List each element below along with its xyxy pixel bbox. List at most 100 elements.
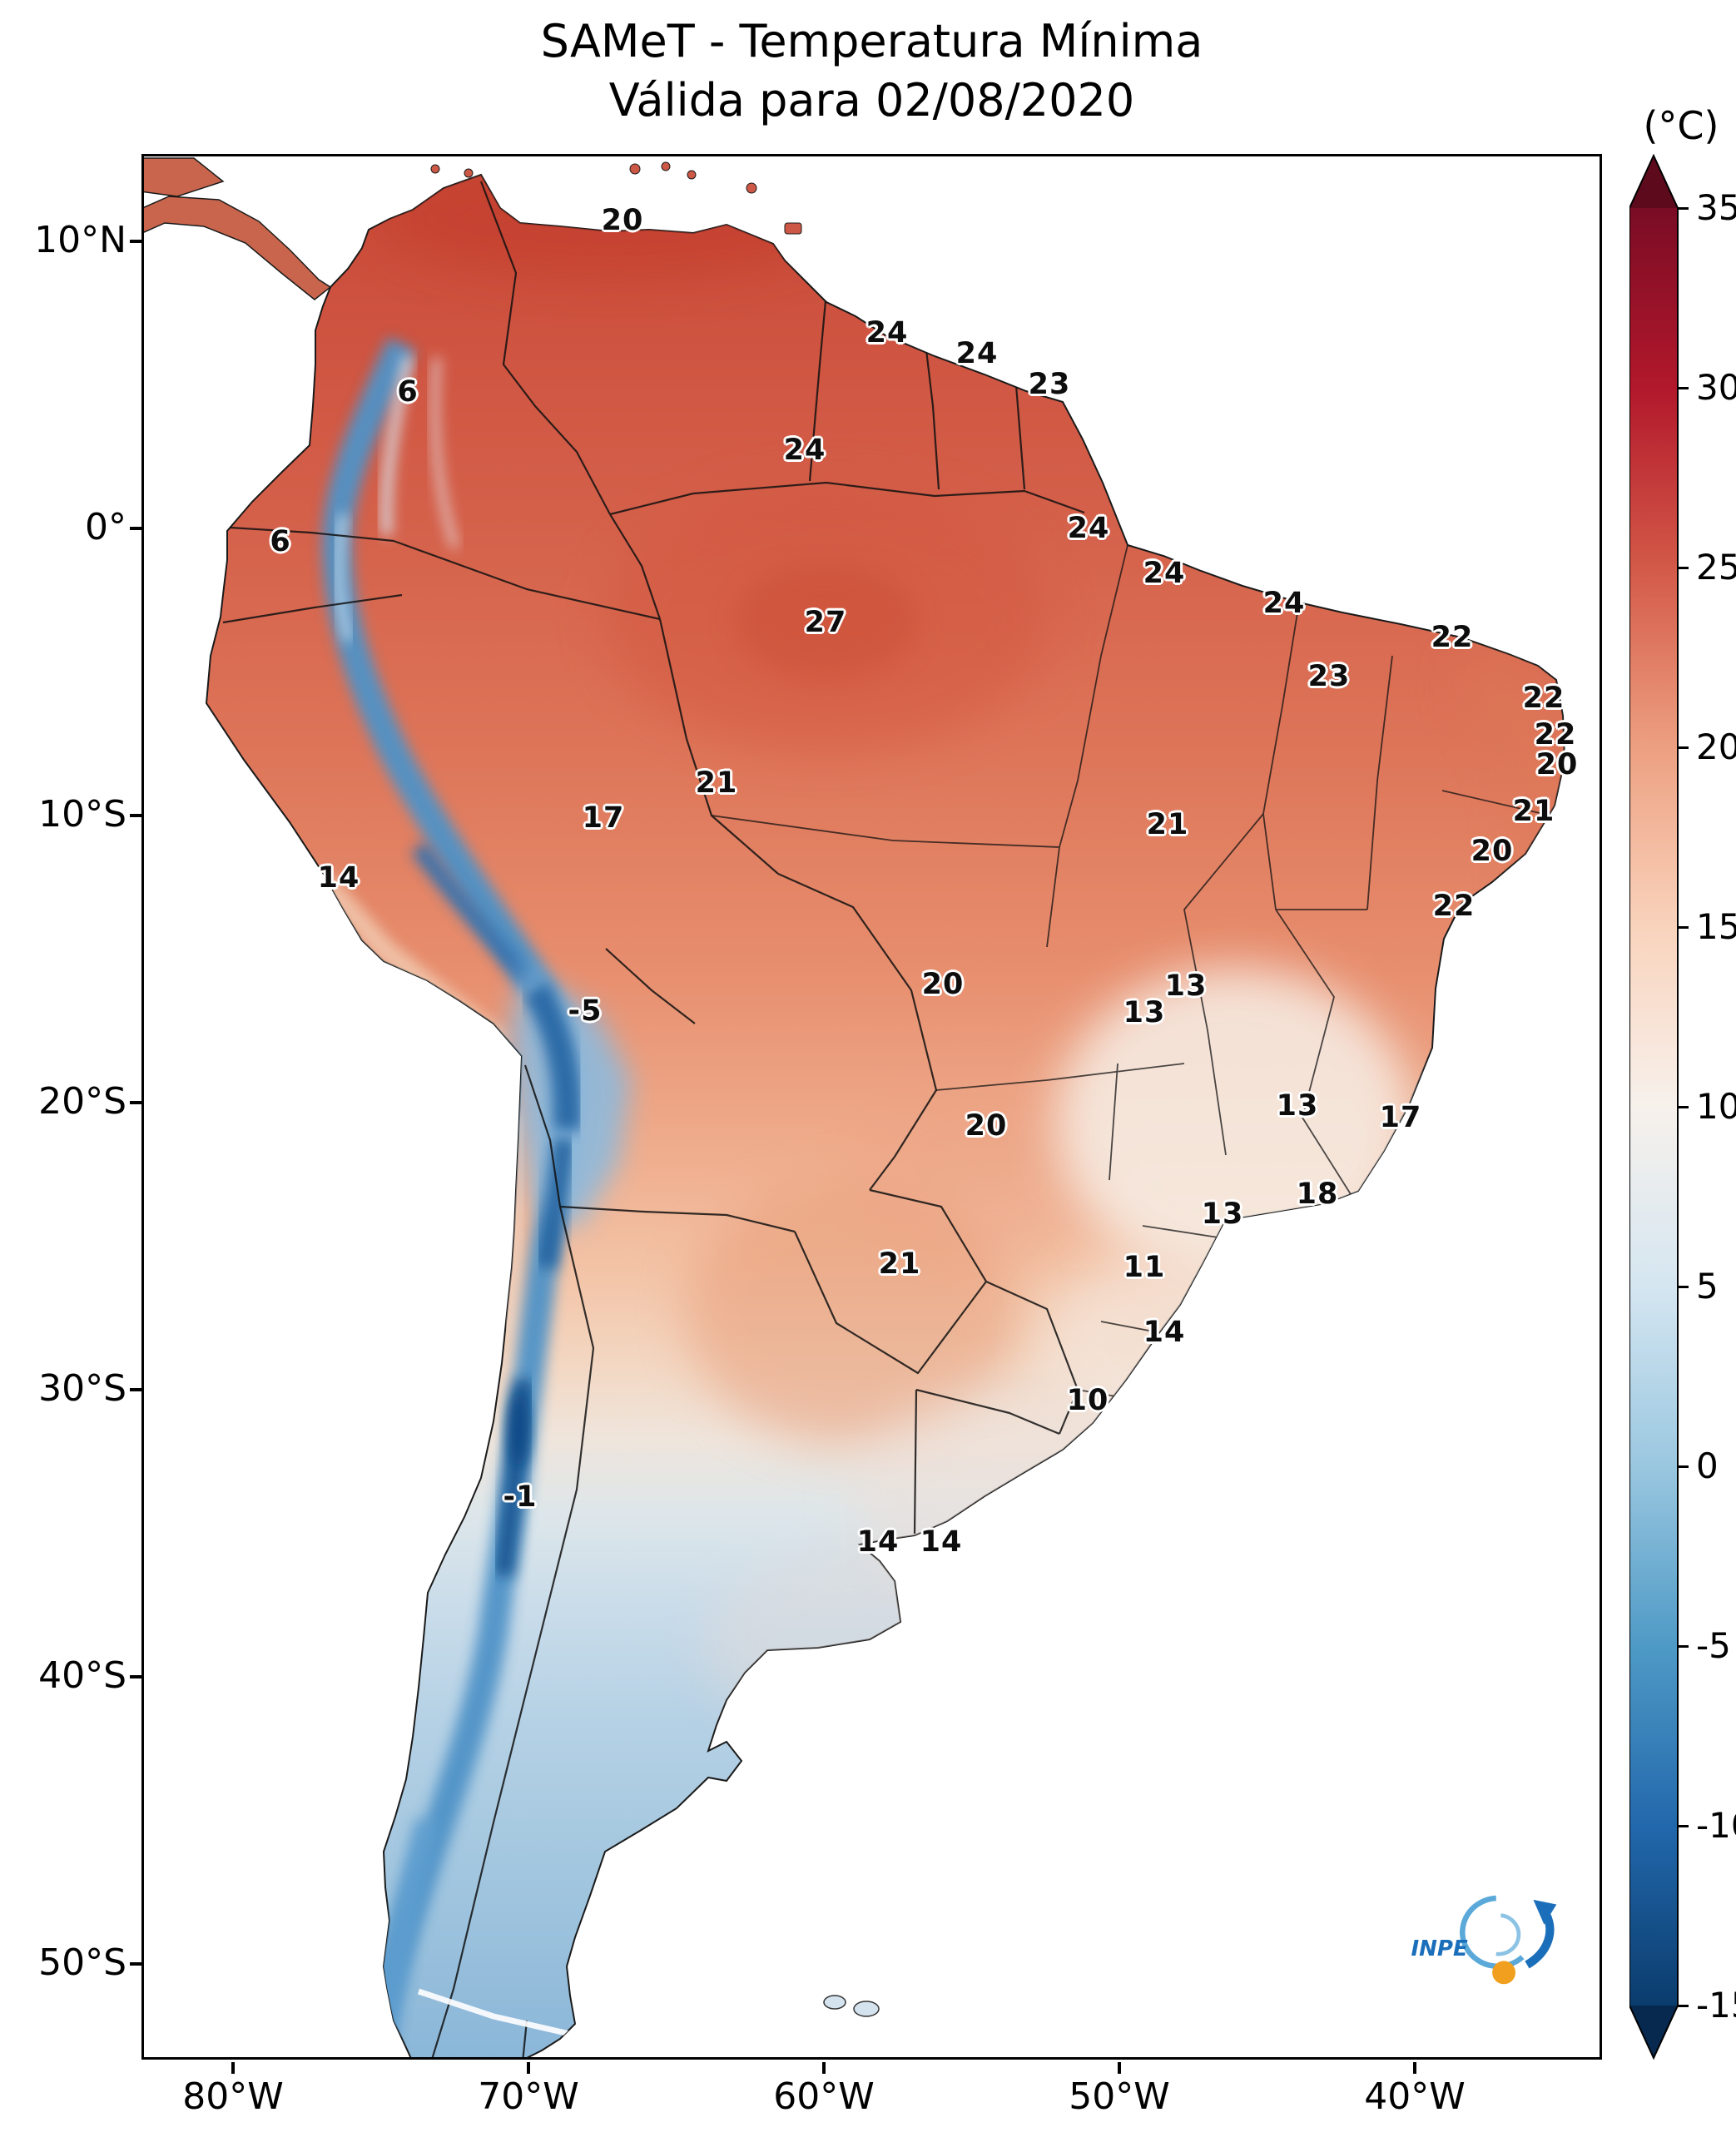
- temperature-label: 24: [955, 337, 999, 370]
- colorbar-tickmark: [1678, 926, 1689, 929]
- temperature-label: 22: [1432, 890, 1476, 923]
- title-line1: SAMeT - Temperatura Mínima: [540, 15, 1203, 67]
- colorbar-tickmark: [1678, 567, 1689, 569]
- colorbar-tickmark: [1678, 207, 1689, 210]
- colorbar-tickmark: [1678, 2005, 1689, 2007]
- temperature-label: 20: [1535, 748, 1579, 781]
- temperature-label: 23: [1028, 368, 1071, 401]
- logo-arrow-head: [1533, 1899, 1557, 1925]
- colorbar: 35 30 25 20 15 10 5 0 -5 -10 -15: [1629, 153, 1736, 2060]
- colorbar-top-arrow: [1629, 156, 1678, 208]
- temperature-label: 18: [1296, 1178, 1339, 1211]
- temperature-label: 22: [1522, 682, 1565, 715]
- temperature-label: 13: [1276, 1089, 1319, 1123]
- lon-tick-label: 50°W: [1069, 2075, 1170, 2118]
- lon-tickmark: [1413, 2062, 1416, 2074]
- colorbar-tickmark: [1678, 387, 1689, 389]
- colorbar-bottom-arrow: [1629, 2006, 1678, 2058]
- temperature-label: 22: [1534, 718, 1577, 751]
- lat-tick-label: 20°S: [38, 1080, 126, 1123]
- lat-tickmark: [130, 814, 141, 817]
- temperature-label: 24: [783, 434, 826, 467]
- lat-tick-label: 0°: [85, 506, 126, 548]
- temperature-label: 23: [1307, 660, 1351, 693]
- temperature-label: 21: [878, 1247, 921, 1281]
- lat-tick-label: 30°S: [38, 1367, 126, 1410]
- temperature-label: 13: [1123, 996, 1166, 1029]
- temperature-label: 20: [965, 1109, 1008, 1143]
- lat-tick-label: 10°N: [34, 219, 126, 261]
- lat-tickmark: [130, 1388, 141, 1391]
- strait-of-magellan: [417, 1988, 578, 2039]
- panama-land: [144, 157, 332, 300]
- lon-tick-label: 60°W: [773, 2075, 875, 2118]
- temperature-label: -5: [568, 994, 603, 1028]
- colorbar-tick-label: 20: [1696, 726, 1736, 767]
- temperature-label: 24: [1262, 587, 1306, 620]
- temperature-label: 20: [601, 204, 644, 237]
- map-plot-area: INPE 20 24 24 23 6 24 6 24 24 24 22 27 23 22 22 20 21 17 2…: [141, 154, 1602, 2060]
- falkland-islands: [823, 1995, 880, 2017]
- colorbar-tickmark: [1678, 746, 1689, 749]
- patos-lagoon: [1079, 1432, 1118, 1484]
- lon-tick-label: 70°W: [478, 2075, 579, 2118]
- title-line2: Válida para 02/08/2020: [608, 74, 1135, 127]
- lon-tick-label: 40°W: [1364, 2075, 1466, 2118]
- colorbar-tick-label: 15: [1696, 906, 1736, 947]
- temperature-label: 22: [1431, 621, 1474, 654]
- colorbar-unit-label: (°C): [1643, 103, 1719, 148]
- colorbar-tickmark: [1678, 1286, 1689, 1288]
- temperature-label: 21: [695, 766, 738, 800]
- lat-tickmark: [130, 527, 141, 530]
- colorbar-tick-label: -10: [1696, 1805, 1736, 1846]
- country-borders: [216, 181, 1085, 2057]
- temperature-label: 14: [856, 1525, 900, 1559]
- colorbar-tickmark: [1678, 1645, 1689, 1648]
- lat-tick-label: 10°S: [38, 793, 126, 836]
- lon-tickmark: [231, 2062, 235, 2074]
- colorbar-gradient: [1629, 153, 1679, 2060]
- logo-orbit-inner: [1495, 1913, 1521, 1956]
- colorbar-tick-label: 25: [1696, 547, 1736, 588]
- temperature-label: -1: [503, 1480, 538, 1514]
- colorbar-tick-label: 10: [1696, 1086, 1736, 1127]
- inpe-logo: INPE: [1405, 1881, 1571, 2006]
- temperature-label: 21: [1512, 795, 1555, 828]
- colorbar-tick-label: 35: [1696, 187, 1736, 228]
- temperature-label: 17: [1379, 1101, 1422, 1134]
- lat-tickmark: [130, 240, 141, 243]
- temperature-label: 24: [866, 316, 909, 350]
- temperature-label: 27: [804, 606, 847, 639]
- temperature-label: 10: [1066, 1384, 1109, 1417]
- temperature-label: 21: [1146, 808, 1189, 841]
- lat-tickmark: [130, 1962, 141, 1966]
- colorbar-tickmark: [1678, 1825, 1689, 1827]
- lon-tickmark: [527, 2062, 530, 2074]
- figure-title: SAMeT - Temperatura Mínima Válida para 0…: [141, 12, 1602, 131]
- lon-tickmark: [822, 2062, 826, 2074]
- temperature-label: 6: [270, 525, 291, 558]
- temperature-label: 14: [920, 1525, 963, 1559]
- temperature-label: 6: [397, 375, 419, 409]
- lat-tick-label: 40°S: [38, 1654, 126, 1697]
- caribbean-islands: [430, 161, 802, 235]
- temperature-label: 13: [1164, 969, 1208, 1003]
- temperature-label: 20: [1471, 835, 1514, 868]
- temperature-label: 20: [921, 968, 965, 1001]
- south-america-map: [144, 157, 1566, 2057]
- logo-text: INPE: [1411, 1936, 1468, 1961]
- colorbar-tickmark: [1678, 1106, 1689, 1108]
- lat-tickmark: [130, 1675, 141, 1678]
- colorbar-tick-label: -5: [1696, 1625, 1731, 1666]
- temperature-label: 14: [317, 861, 360, 895]
- colorbar-tick-label: 30: [1696, 367, 1736, 408]
- colorbar-tick-label: 5: [1696, 1266, 1719, 1307]
- colorbar-tick-label: 0: [1696, 1445, 1719, 1486]
- logo-orbit-outer: [1460, 1895, 1525, 1970]
- temperature-label: 24: [1067, 512, 1110, 545]
- temperature-label: 17: [582, 801, 625, 835]
- temperature-label: 13: [1201, 1197, 1244, 1231]
- lat-tick-label: 50°S: [38, 1941, 126, 1984]
- logo-orange-dot: [1492, 1961, 1516, 1985]
